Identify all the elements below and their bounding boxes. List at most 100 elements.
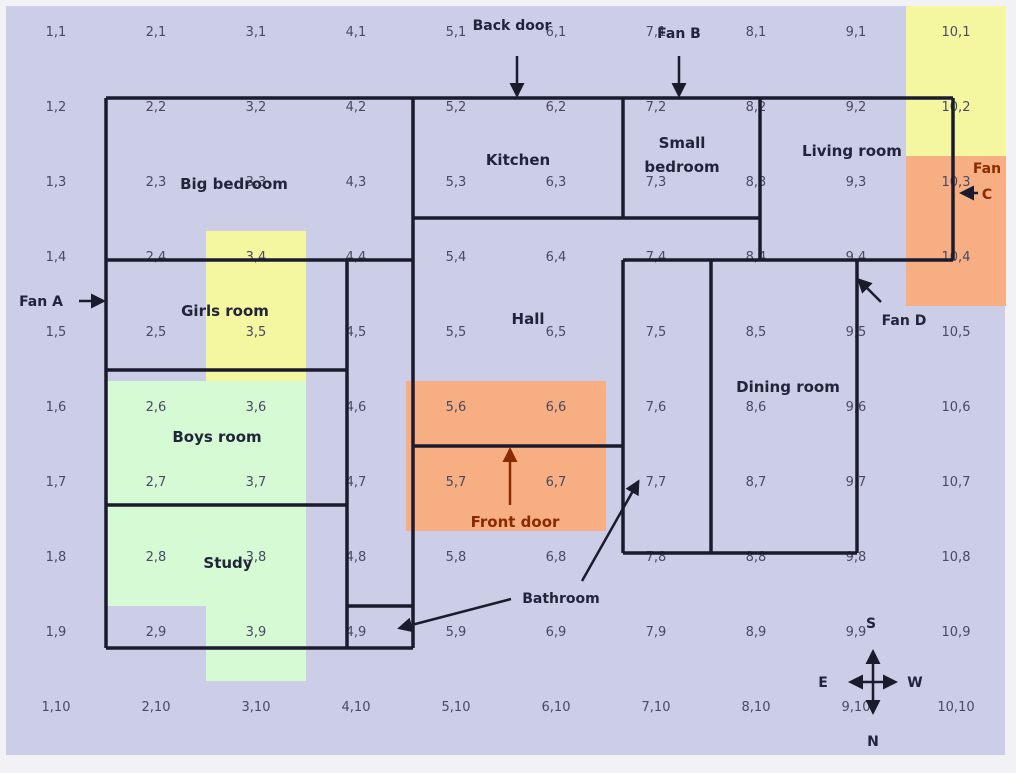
grid-label: 8,7 xyxy=(746,475,767,490)
plan-background xyxy=(6,6,1005,755)
grid-label: 4,3 xyxy=(346,175,367,190)
grid-label: 4,1 xyxy=(346,25,367,40)
grid-label: 3,8 xyxy=(246,550,267,565)
grid-label: 9,10 xyxy=(842,700,871,715)
highlight-orange-center xyxy=(406,381,606,531)
grid-label: 2,4 xyxy=(146,250,167,265)
highlight-green-bottom xyxy=(206,606,306,681)
grid-label: 2,1 xyxy=(146,25,167,40)
grid-label: 9,2 xyxy=(846,100,867,115)
grid-label: 5,1 xyxy=(446,25,467,40)
grid-label: 6,3 xyxy=(546,175,567,190)
grid-label: 10,6 xyxy=(942,400,971,415)
grid-label: 1,1 xyxy=(46,25,67,40)
grid-label: 4,2 xyxy=(346,100,367,115)
grid-label: 4,6 xyxy=(346,400,367,415)
room-label-small-bedroom-2: bedroom xyxy=(644,158,719,176)
grid-label: 1,3 xyxy=(46,175,67,190)
grid-label: 6,10 xyxy=(542,700,571,715)
grid-label: 2,8 xyxy=(146,550,167,565)
grid-label: 5,4 xyxy=(446,250,467,265)
grid-label: 5,3 xyxy=(446,175,467,190)
grid-label: 10,1 xyxy=(942,25,971,40)
grid-label: 4,8 xyxy=(346,550,367,565)
room-label-hall: Hall xyxy=(512,310,545,328)
label-fan-b: Fan B xyxy=(657,26,701,42)
grid-label: 2,9 xyxy=(146,625,167,640)
bathroom-arrow-1 xyxy=(580,479,640,582)
label-fan-c-1: Fan xyxy=(973,161,1001,177)
room-label-living-room: Living room xyxy=(802,142,902,160)
grid-label: 1,5 xyxy=(46,325,67,340)
grid-label: 7,1 xyxy=(646,25,667,40)
grid-label: 7,10 xyxy=(642,700,671,715)
grid-label: 7,7 xyxy=(646,475,667,490)
highlight-yellow-girls xyxy=(206,231,306,381)
grid-label: 3,4 xyxy=(246,250,267,265)
grid-label: 6,6 xyxy=(546,400,567,415)
grid-label: 10,2 xyxy=(942,100,971,115)
grid-label: 1,7 xyxy=(46,475,67,490)
grid-label: 8,3 xyxy=(746,175,767,190)
grid-label: 6,9 xyxy=(546,625,567,640)
grid-label: 1,4 xyxy=(46,250,67,265)
label-bathroom: Bathroom xyxy=(522,591,600,607)
grid-label: 7,6 xyxy=(646,400,667,415)
grid-label: 8,9 xyxy=(746,625,767,640)
grid-label: 3,7 xyxy=(246,475,267,490)
grid-label: 3,5 xyxy=(246,325,267,340)
grid-label: 6,7 xyxy=(546,475,567,490)
grid-label: 9,1 xyxy=(846,25,867,40)
room-label-big-bedroom: Big bedroom xyxy=(180,175,288,193)
grid-label: 8,2 xyxy=(746,100,767,115)
grid-label: 2,2 xyxy=(146,100,167,115)
grid-label: 2,5 xyxy=(146,325,167,340)
grid-label: 4,7 xyxy=(346,475,367,490)
grid-label: 4,4 xyxy=(346,250,367,265)
room-label-girls-room: Girls room xyxy=(181,302,269,320)
grid-label: 10,5 xyxy=(942,325,971,340)
grid-label: 6,8 xyxy=(546,550,567,565)
grid-label: 5,5 xyxy=(446,325,467,340)
room-label-boys-room: Boys room xyxy=(172,428,261,446)
grid-label: 4,5 xyxy=(346,325,367,340)
grid-label: 7,5 xyxy=(646,325,667,340)
grid-label: 8,5 xyxy=(746,325,767,340)
room-label-dining-room: Dining room xyxy=(736,378,840,396)
grid-label: 10,8 xyxy=(942,550,971,565)
compass-s: S xyxy=(866,616,876,632)
grid-label: 3,9 xyxy=(246,625,267,640)
grid-label: 10,4 xyxy=(942,250,971,265)
grid-label: 6,1 xyxy=(546,25,567,40)
grid-label: 3,1 xyxy=(246,25,267,40)
grid-label: 5,7 xyxy=(446,475,467,490)
grid-label: 2,6 xyxy=(146,400,167,415)
bathroom-arrow-2 xyxy=(397,597,512,633)
compass-n: N xyxy=(867,734,879,750)
compass-w: W xyxy=(907,675,922,691)
grid-label: 7,3 xyxy=(646,175,667,190)
label-fan-a: Fan A xyxy=(19,294,63,310)
highlight-green-left xyxy=(106,381,306,606)
label-front-door: Front door xyxy=(471,513,560,531)
grid-label: 3,6 xyxy=(246,400,267,415)
grid-label: 3,2 xyxy=(246,100,267,115)
grid-label: 2,10 xyxy=(142,700,171,715)
label-fan-c-2: C xyxy=(982,187,992,203)
grid-label: 1,2 xyxy=(46,100,67,115)
grid-label: 1,8 xyxy=(46,550,67,565)
grid-label: 7,9 xyxy=(646,625,667,640)
room-label-kitchen: Kitchen xyxy=(486,151,550,169)
grid-label: 7,2 xyxy=(646,100,667,115)
grid-label: 3,10 xyxy=(242,700,271,715)
grid-label: 6,2 xyxy=(546,100,567,115)
grid-label: 10,7 xyxy=(942,475,971,490)
grid-label: 1,6 xyxy=(46,400,67,415)
grid-label: 9,3 xyxy=(846,175,867,190)
grid-label: 8,10 xyxy=(742,700,771,715)
grid-label: 5,6 xyxy=(446,400,467,415)
fan-d-arrow xyxy=(856,277,882,303)
room-label-small-bedroom-1: Small xyxy=(659,134,706,152)
